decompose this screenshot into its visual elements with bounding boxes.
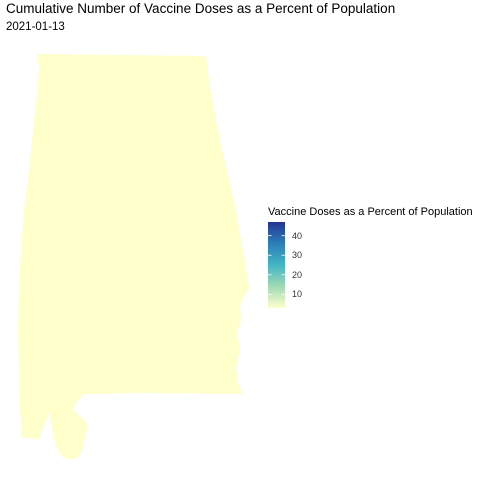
- chart-title: Cumulative Number of Vaccine Doses as a …: [6, 1, 396, 16]
- legend: Vaccine Doses as a Percent of Population…: [268, 206, 473, 308]
- legend-title: Vaccine Doses as a Percent of Population: [268, 206, 473, 218]
- legend-colorbar: [268, 222, 285, 308]
- chart-subtitle: 2021-01-13: [6, 21, 65, 33]
- legend-tick-label: 40: [292, 230, 303, 241]
- legend-gradient-rect: [268, 222, 285, 308]
- legend-tick-label: 10: [292, 289, 303, 300]
- state-alabama: [18, 54, 249, 460]
- legend-tick-label: 20: [292, 269, 303, 280]
- legend-tick-label: 30: [292, 250, 303, 261]
